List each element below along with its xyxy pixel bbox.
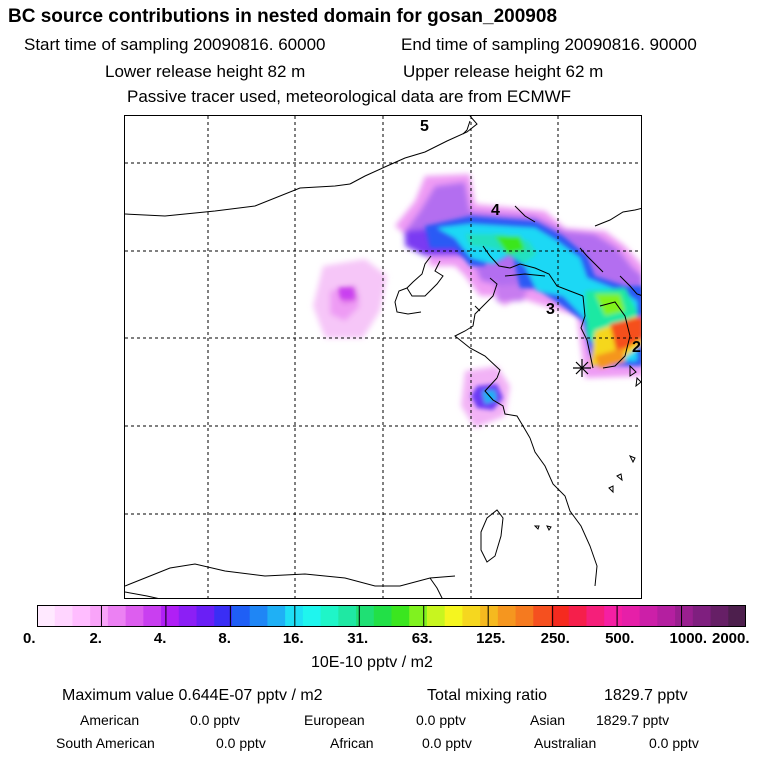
colorbar-swatch (373, 605, 393, 627)
tracer-info-label: Passive tracer used, meteorological data… (127, 87, 572, 106)
colorbar-swatch (604, 605, 623, 627)
max-value-label: Maximum value 0.644E-07 pptv / m2 (62, 687, 323, 704)
colorbar-swatch (249, 605, 268, 627)
colorbar-swatch (444, 605, 463, 627)
colorbar-swatch (639, 605, 658, 627)
african-label: African (330, 735, 374, 751)
colorbar-swatch (196, 605, 215, 627)
australian-value: 0.0 pptv (649, 735, 699, 751)
european-value: 0.0 pptv (416, 712, 466, 728)
total-mixing-label: Total mixing ratio (427, 687, 548, 704)
colorbar-swatch (462, 605, 481, 627)
colorbar-swatch (675, 605, 694, 627)
upper-release-label: Upper release height 62 m (403, 62, 604, 81)
south-american-value: 0.0 pptv (216, 735, 266, 751)
colorbar-swatch (285, 605, 304, 627)
colorbar-swatch (533, 605, 552, 627)
colorbar-tick-label: 31. (347, 630, 369, 647)
australian-label: Australian (534, 735, 597, 751)
coastlines (125, 116, 641, 598)
start-time-label: Start time of sampling 20090816. 60000 (24, 35, 326, 54)
colorbar-tick-label: 63. (411, 630, 433, 647)
colorbar-swatch (178, 605, 198, 627)
colorbar-swatch (302, 605, 322, 627)
colorbar-swatch (728, 605, 746, 627)
colorbar-swatch (72, 605, 91, 627)
colorbar-tick-label: 125. (476, 630, 506, 647)
colorbar-swatch (107, 605, 127, 627)
colorbar-swatch (621, 605, 641, 627)
end-time-label: End time of sampling 20090816. 90000 (401, 35, 697, 54)
colorbar-tick-label: 2000. (712, 630, 750, 647)
asian-value: 1829.7 pptv (596, 712, 670, 728)
day-label-4: 4 (491, 202, 500, 219)
colorbar-swatch (515, 605, 534, 627)
lower-release-label: Lower release height 82 m (105, 62, 306, 81)
colorbar-tick-label: 1000. (669, 630, 708, 647)
american-value: 0.0 pptv (190, 712, 240, 728)
colorbar-unit: 10E-10 pptv / m2 (311, 654, 433, 671)
colorbar-swatch (426, 605, 446, 627)
day-label-2: 2 (632, 339, 641, 356)
colorbar-swatch (90, 605, 109, 627)
colorbar-swatch (497, 605, 517, 627)
south-american-label: South American (56, 735, 155, 751)
colorbar-swatch (214, 605, 233, 627)
european-label: European (304, 712, 365, 728)
colorbar-swatch (391, 605, 410, 627)
colorbar-swatch (125, 605, 144, 627)
asian-label: Asian (530, 712, 566, 728)
plot-title: BC source contributions in nested domain… (8, 6, 558, 27)
colorbar-swatch (692, 605, 712, 627)
colorbar-swatch (480, 605, 499, 627)
colorbar-swatch (657, 605, 676, 627)
colorbar-tick-label: 0. (23, 630, 36, 647)
colorbar-tick-label: 16. (282, 630, 304, 647)
colorbar-tick-label: 4. (153, 630, 167, 647)
colorbar (37, 605, 746, 627)
colorbar-tick-label: 8. (218, 630, 231, 647)
colorbar-swatch (231, 605, 251, 627)
lat-lon-grid (125, 116, 641, 598)
receptor-star-icon (573, 359, 591, 377)
colorbar-swatch (37, 605, 56, 627)
colorbar-swatch (356, 605, 375, 627)
colorbar-swatch (320, 605, 339, 627)
colorbar-swatch (568, 605, 587, 627)
colorbar-swatch (586, 605, 605, 627)
total-mixing-value: 1829.7 pptv (604, 687, 688, 704)
american-label: American (80, 712, 140, 728)
colorbar-swatch (551, 605, 570, 627)
african-value: 0.0 pptv (422, 735, 472, 751)
colorbar-tick-label: 250. (540, 630, 570, 647)
day-label-3: 3 (546, 301, 555, 318)
colorbar-swatch (54, 605, 73, 627)
day-label-5: 5 (420, 118, 429, 135)
colorbar-swatch (161, 605, 180, 627)
map-panel: 5 4 3 2 (124, 115, 642, 599)
colorbar-swatch (267, 605, 286, 627)
concentration-field (313, 174, 641, 428)
colorbar-swatch (710, 605, 729, 627)
colorbar-swatch (409, 605, 428, 627)
colorbar-swatch (143, 605, 162, 627)
colorbar-tick-label: 2. (89, 630, 102, 647)
colorbar-tick-label: 500. (605, 630, 635, 647)
colorbar-swatch (338, 605, 357, 627)
colorbar-border (37, 605, 746, 627)
